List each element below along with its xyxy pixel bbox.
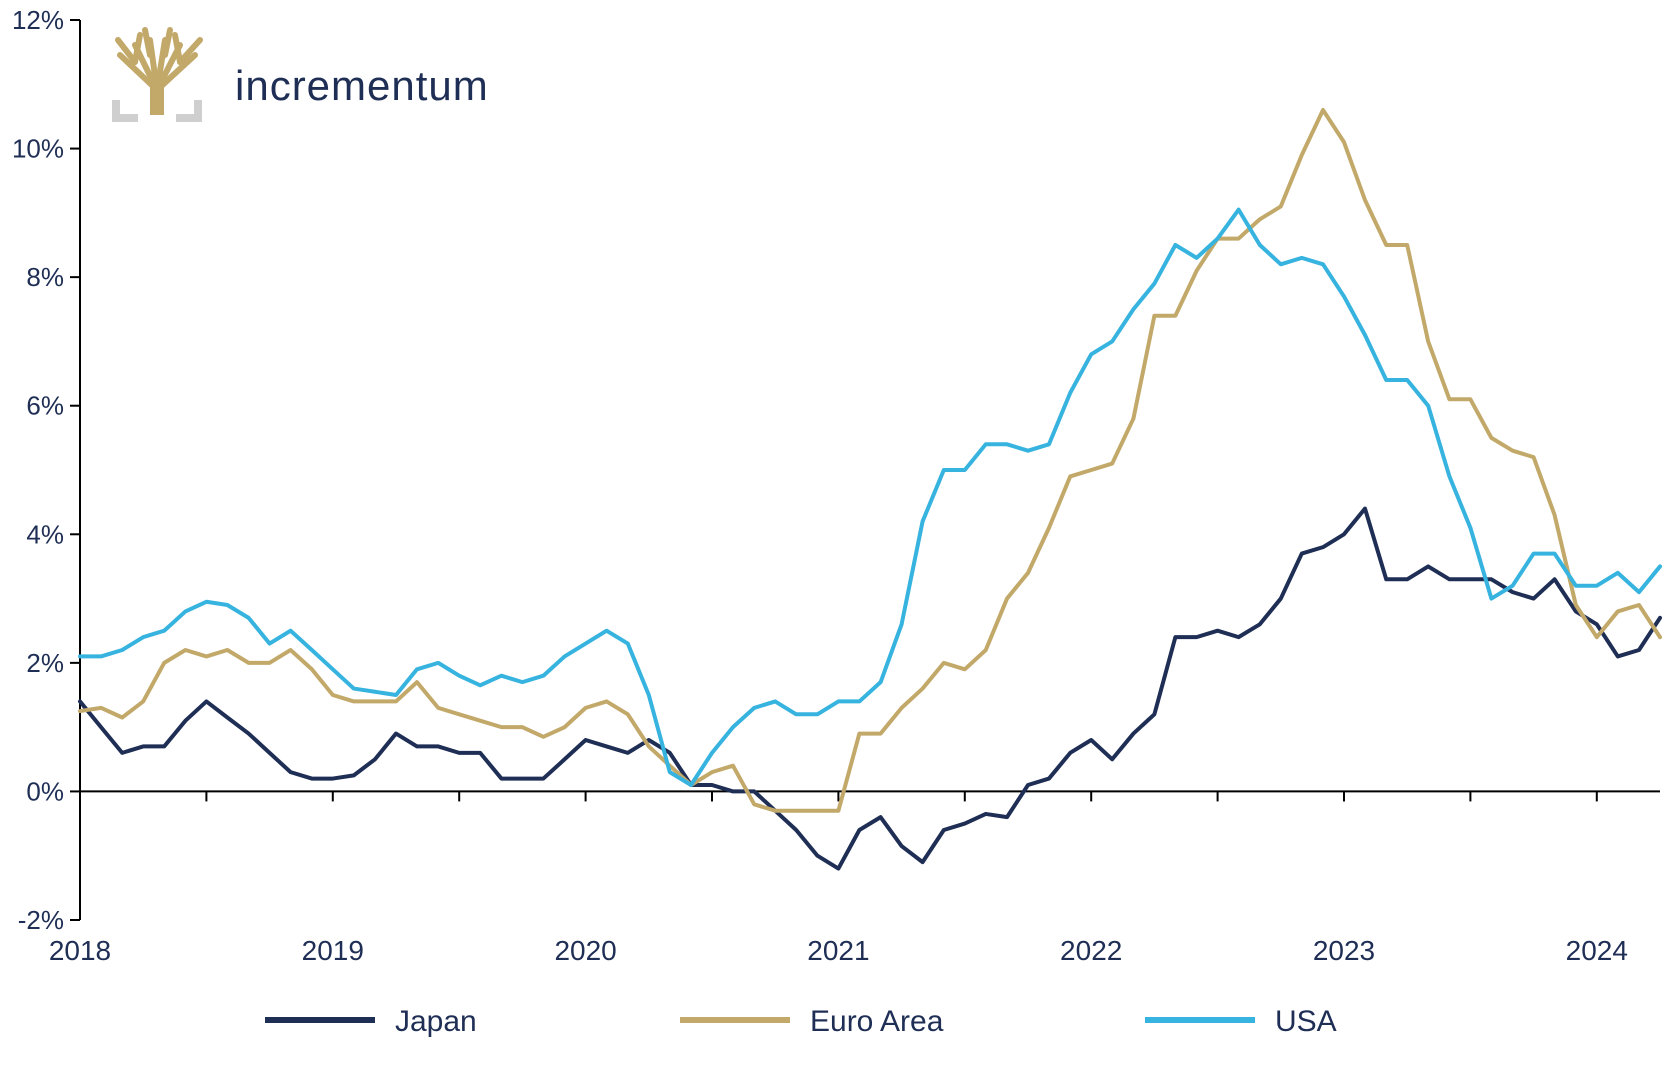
x-tick-label: 2018 [49, 935, 111, 966]
x-tick-label: 2021 [807, 935, 869, 966]
y-tick-label: 4% [26, 519, 64, 549]
legend-label-usa: USA [1275, 1005, 1337, 1038]
line-chart: -2% 0% 2% 4% 6% 8% 10% 12% 2018 2019 2020 2021 2022 2… [0, 0, 1677, 1066]
x-tick-label: 2023 [1313, 935, 1375, 966]
y-tick-label: 8% [26, 262, 64, 292]
y-tick-label: 6% [26, 391, 64, 421]
x-tick-label: 2020 [554, 935, 616, 966]
x-tick-label: 2019 [302, 935, 364, 966]
legend-label-euro: Euro Area [810, 1005, 944, 1038]
x-tick-label: 2022 [1060, 935, 1122, 966]
chart-container: -2% 0% 2% 4% 6% 8% 10% 12% 2018 2019 2020 2021 2022 2… [0, 0, 1677, 1066]
x-tick-label: 2024 [1566, 935, 1628, 966]
y-tick-label: 12% [12, 5, 64, 35]
legend-label-japan: Japan [395, 1005, 477, 1038]
y-tick-label: 0% [26, 776, 64, 806]
y-tick-label: 10% [12, 134, 64, 164]
brand-name: incrementum [235, 62, 489, 109]
y-tick-label: 2% [26, 648, 64, 678]
y-tick-label: -2% [18, 905, 64, 935]
